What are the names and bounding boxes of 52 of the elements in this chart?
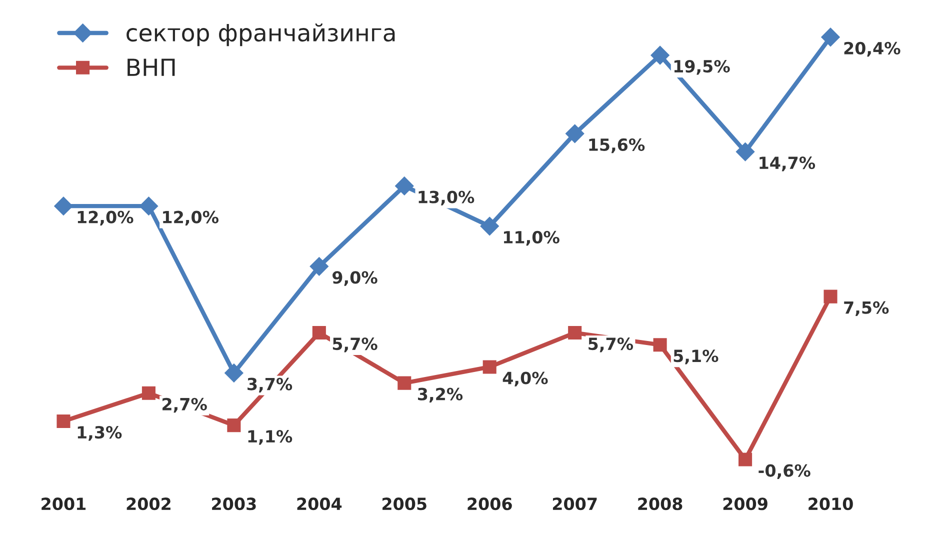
point [312, 326, 326, 340]
x-tick-label: 2010 [808, 498, 853, 510]
data-label: 19,5% [674, 60, 730, 75]
point [821, 28, 840, 46]
point [482, 360, 496, 374]
point [480, 216, 499, 236]
data-label: 9,0% [332, 271, 378, 286]
data-label: 4,0% [502, 372, 548, 386]
point [224, 364, 244, 382]
data-label: 20,4% [844, 42, 900, 57]
point [653, 338, 667, 352]
data-label: 5,7% [332, 338, 378, 352]
x-tick-label: 2005 [382, 498, 426, 510]
point [736, 142, 755, 162]
data-label: 1,3% [78, 426, 122, 441]
data-label: 14,7% [760, 156, 816, 172]
x-tick-label: 2007 [552, 498, 597, 510]
data-label: 3,2% [418, 388, 463, 403]
point [738, 452, 752, 466]
data-label: 13,0% [418, 190, 474, 206]
data-label: 5,7% [588, 338, 634, 352]
data-label: 12,0% [78, 210, 134, 226]
data-label: 15,6% [589, 138, 645, 154]
data-label: 1,1% [248, 430, 292, 445]
data-label: 2,7% [162, 398, 207, 413]
data-label: 3,7% [248, 378, 292, 392]
x-tick-label: 2006 [468, 498, 512, 510]
legend-label: сектор франчайзинга [126, 23, 395, 46]
point [310, 257, 329, 276]
point [398, 376, 412, 390]
point [54, 196, 73, 216]
data-label: 5,1% [674, 350, 718, 364]
x-tick-label: 2008 [638, 498, 682, 510]
point [565, 124, 584, 144]
data-label: 11,0% [504, 230, 560, 246]
point [142, 386, 156, 400]
legend-label: ВНП [128, 58, 175, 76]
point [395, 176, 414, 196]
x-tick-label: 2001 [42, 498, 86, 510]
point [56, 414, 70, 428]
x-tick-label: 2002 [126, 498, 170, 510]
x-tick-label: 2004 [297, 498, 342, 510]
point [824, 290, 838, 304]
data-label: -0,6% [758, 464, 810, 479]
point [227, 418, 241, 432]
point [650, 46, 670, 65]
point [568, 326, 582, 340]
x-tick-label: 2009 [723, 498, 768, 510]
data-label: 12,0% [163, 210, 218, 226]
point [139, 196, 158, 216]
x-tick-label: 2003 [212, 498, 256, 510]
data-label: 7,5% [844, 301, 889, 316]
